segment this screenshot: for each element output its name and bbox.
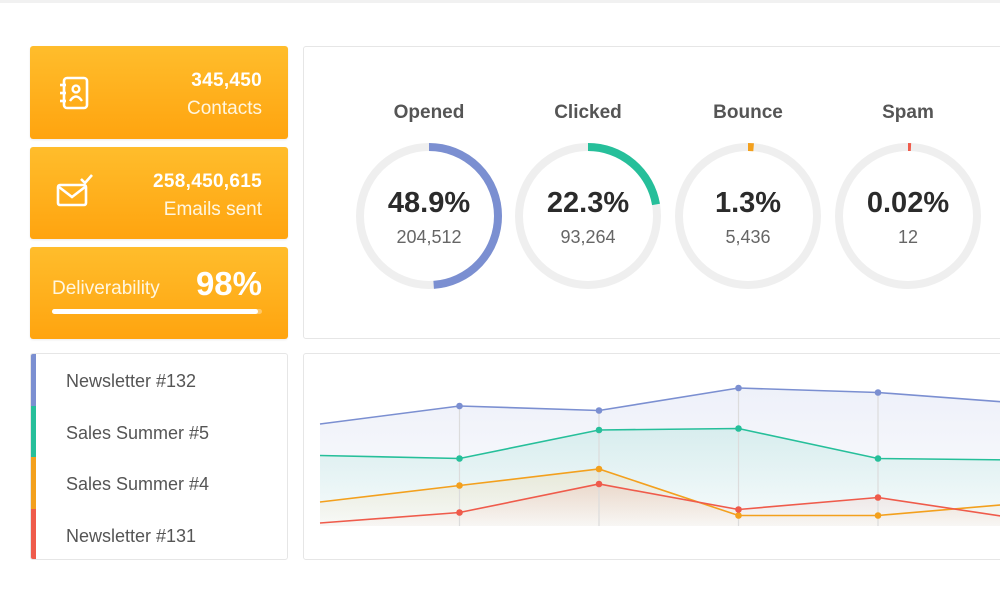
campaign-item-sales-summer-4[interactable]: Sales Summer #4 [31,457,287,509]
contacts-count: 345,450 [191,70,262,91]
data-point [595,426,603,434]
campaign-color-bar [31,508,36,559]
gauge-count: 12 [897,227,919,247]
chart-canvas [319,384,1000,526]
gauge-spam[interactable]: Spam 0.02% 12 [833,47,993,337]
gauge-arc [675,143,821,289]
deliverability-progress-track [52,309,262,314]
data-point [456,482,463,489]
data-point [595,407,603,414]
campaign-name: Newsletter #131 [66,525,197,546]
data-point [456,455,463,462]
gauge-arc [515,143,661,289]
gauge-ring [675,143,821,289]
data-point [456,402,463,410]
deliverability-label: Deliverability [52,278,160,299]
data-point [874,389,882,396]
data-point [735,512,742,519]
gauge-ring [835,143,981,289]
emails-sent-card[interactable]: 258,450,615 Emails sent [30,147,288,239]
gauge-title: Opened [393,102,465,123]
data-point [874,512,882,519]
gauge-count: 93,264 [560,227,616,247]
data-point [735,384,742,392]
address-book-icon [60,76,89,110]
data-point [735,506,742,513]
gauge-title: Bounce [713,102,783,123]
gauge-percent: 1.3% [714,187,782,219]
data-point [595,480,603,488]
gauge-percent: 48.9% [387,187,471,219]
gauge-count: 5,436 [725,227,771,247]
campaign-item-newsletter-132[interactable]: Newsletter #132 [31,354,287,406]
gauge-bounce[interactable]: Bounce 1.3% 5,436 [673,47,833,337]
campaign-color-bar [31,405,36,457]
gauge-title: Spam [882,102,934,123]
deliverability-progress-fill [52,309,258,314]
gauge-percent: 0.02% [866,187,950,219]
data-point [874,494,882,501]
mail-check-icon [56,174,93,207]
data-point [456,509,463,516]
emails-sent-label: Emails sent [163,199,262,220]
deliverability-percent: 98% [195,265,262,302]
gauge-ring [515,143,661,289]
gauge-ring [356,143,502,289]
campaign-name: Sales Summer #4 [66,474,210,494]
campaign-color-bar [31,457,36,509]
campaign-name: Sales Summer #5 [66,422,210,443]
top-border [0,0,1000,3]
campaign-item-newsletter-131[interactable]: Newsletter #131 [31,508,287,559]
data-point [595,465,603,473]
emails-sent-count: 258,450,615 [153,171,262,192]
contacts-label: Contacts [187,98,262,119]
campaign-color-bar [31,354,36,406]
data-point [874,455,882,462]
gauge-opened[interactable]: Opened 48.9% 204,512 [354,47,514,337]
gauge-clicked[interactable]: Clicked 22.3% 93,264 [513,47,673,337]
gauge-arc [835,143,981,289]
campaign-list: Newsletter #132 Sales Summer #5 Sales Su… [30,353,288,560]
campaign-performance-chart [303,353,1000,560]
campaign-item-sales-summer-5[interactable]: Sales Summer #5 [31,405,287,457]
email-metrics-panel: Opened 48.9% 204,512 Clicked 22.3% 93,26… [303,46,1000,339]
data-point [735,425,742,432]
campaign-name: Newsletter #132 [66,371,197,391]
contacts-card[interactable]: 345,450 Contacts [30,46,288,139]
deliverability-card[interactable]: Deliverability 98% [30,247,288,339]
gauge-title: Clicked [554,102,622,123]
gauge-count: 204,512 [396,227,462,247]
gauge-arc [356,143,502,289]
gauge-percent: 22.3% [546,187,630,219]
